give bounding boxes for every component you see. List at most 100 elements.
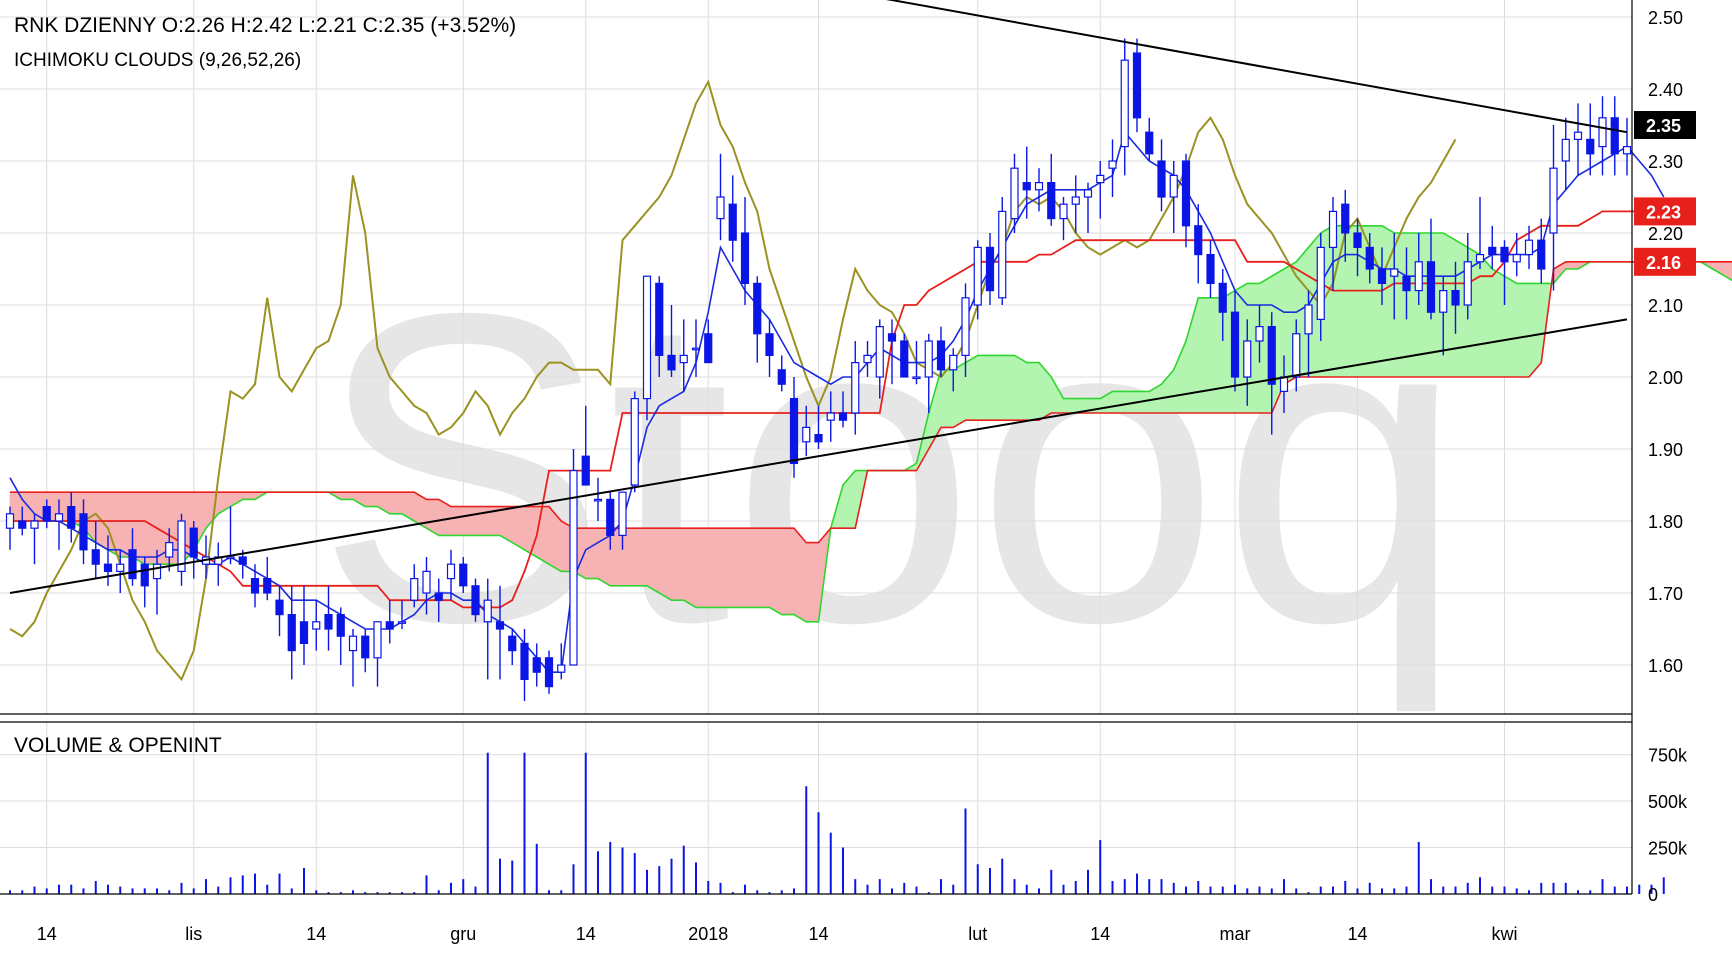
volume-bars bbox=[9, 752, 1665, 894]
candle-up bbox=[961, 297, 970, 356]
price-tick-label: 2.10 bbox=[1648, 296, 1683, 316]
candle-down bbox=[765, 333, 774, 356]
candle-down bbox=[103, 563, 113, 573]
candle-down bbox=[1377, 268, 1387, 284]
candle-down bbox=[238, 556, 247, 565]
cloud-segment bbox=[658, 527, 672, 601]
candle-up bbox=[1255, 326, 1264, 342]
candle-up bbox=[802, 426, 811, 443]
price-tick-label: 2.30 bbox=[1648, 152, 1683, 172]
candle-down bbox=[655, 282, 664, 356]
chikou-span-line bbox=[9, 79, 1457, 682]
candle-up bbox=[373, 621, 382, 659]
cloud-segment bbox=[462, 506, 476, 536]
candle-down bbox=[704, 333, 713, 364]
cloud-segment bbox=[524, 506, 538, 558]
candle-down bbox=[1267, 326, 1276, 385]
candle-up bbox=[1622, 146, 1632, 155]
candle-up bbox=[630, 398, 639, 486]
candle-up bbox=[1463, 261, 1472, 306]
senkou-span-b-line bbox=[10, 260, 1732, 544]
price-grid bbox=[0, 0, 1632, 895]
cloud-segment bbox=[940, 369, 954, 428]
candle-up bbox=[1059, 203, 1068, 220]
cloud-segment bbox=[1112, 391, 1126, 414]
candle-up bbox=[1414, 261, 1423, 292]
price-badge-label: 2.23 bbox=[1646, 202, 1681, 222]
candle-down bbox=[740, 232, 750, 285]
candle-down bbox=[985, 246, 995, 292]
cloud-segment bbox=[1063, 398, 1077, 414]
candle-up bbox=[54, 513, 64, 522]
date-tick-label: 14 bbox=[1347, 924, 1367, 944]
volume-tick-label: 750k bbox=[1648, 746, 1688, 766]
cloud-segment bbox=[1210, 297, 1224, 414]
candle-up bbox=[1573, 131, 1583, 140]
candle-down bbox=[1145, 131, 1154, 155]
candle-up bbox=[716, 196, 725, 220]
candle-down bbox=[1230, 311, 1240, 378]
cloud-segment bbox=[634, 527, 648, 587]
cloud-segment bbox=[793, 527, 807, 623]
price-tick-label: 2.50 bbox=[1648, 8, 1683, 28]
candle-up bbox=[618, 491, 627, 537]
cloud-segment bbox=[536, 506, 550, 565]
cloud-segment bbox=[1026, 362, 1040, 421]
cloud-segment bbox=[707, 527, 721, 608]
cloud-segment bbox=[1516, 283, 1530, 378]
candle-down bbox=[1537, 239, 1546, 270]
candle-up bbox=[177, 520, 186, 573]
indicator-lines bbox=[9, 79, 1732, 682]
candle-up bbox=[1598, 117, 1607, 148]
cloud-segment bbox=[965, 354, 979, 421]
date-tick-label: mar bbox=[1220, 924, 1251, 944]
date-tick-label: kwi bbox=[1492, 924, 1518, 944]
cloud-segment bbox=[720, 527, 734, 608]
candle-up bbox=[1561, 138, 1570, 162]
candle-down bbox=[263, 577, 272, 594]
cloud-segment bbox=[1528, 283, 1542, 378]
cloud-segment bbox=[1332, 225, 1346, 378]
candle-down bbox=[936, 340, 946, 371]
price-tick-label: 2.20 bbox=[1648, 224, 1683, 244]
cloud-segment bbox=[1344, 225, 1358, 378]
price-tick-label: 2.40 bbox=[1648, 80, 1683, 100]
cloud-segment bbox=[1001, 355, 1015, 421]
cloud-segment bbox=[732, 527, 746, 608]
candle-up bbox=[875, 326, 884, 378]
candle-up bbox=[593, 498, 603, 502]
candle-down bbox=[1402, 275, 1411, 292]
cloud-segment bbox=[683, 527, 697, 608]
candle-up bbox=[642, 275, 652, 400]
volume-tick-label: 0 bbox=[1648, 885, 1658, 905]
candle-down bbox=[1132, 52, 1142, 119]
candle-down bbox=[838, 412, 848, 421]
candle-down bbox=[508, 635, 517, 652]
price-tick-label: 1.80 bbox=[1648, 512, 1683, 532]
candle-up bbox=[1108, 160, 1117, 169]
candle-down bbox=[79, 513, 88, 551]
date-tick-label: 14 bbox=[37, 924, 57, 944]
trendlines bbox=[9, 0, 1628, 594]
cloud-segment bbox=[622, 527, 636, 587]
candle-down bbox=[667, 354, 676, 371]
cloud-segment bbox=[364, 491, 378, 507]
cloud-segment bbox=[609, 527, 623, 587]
candle-down bbox=[91, 549, 100, 565]
candle-up bbox=[1010, 167, 1019, 220]
candle-down bbox=[1426, 261, 1436, 313]
candle-down bbox=[18, 520, 27, 529]
candle-up bbox=[679, 354, 688, 364]
price-badge-last bbox=[1634, 111, 1696, 139]
candle-down bbox=[42, 506, 51, 522]
candle-up bbox=[1524, 239, 1534, 256]
candle-up bbox=[1120, 59, 1129, 148]
candle-up bbox=[569, 470, 578, 666]
candle-down bbox=[495, 621, 505, 630]
candle-down bbox=[1610, 117, 1619, 155]
candle-down bbox=[140, 563, 149, 587]
date-tick-label: 14 bbox=[808, 924, 828, 944]
candle-up bbox=[165, 541, 174, 558]
